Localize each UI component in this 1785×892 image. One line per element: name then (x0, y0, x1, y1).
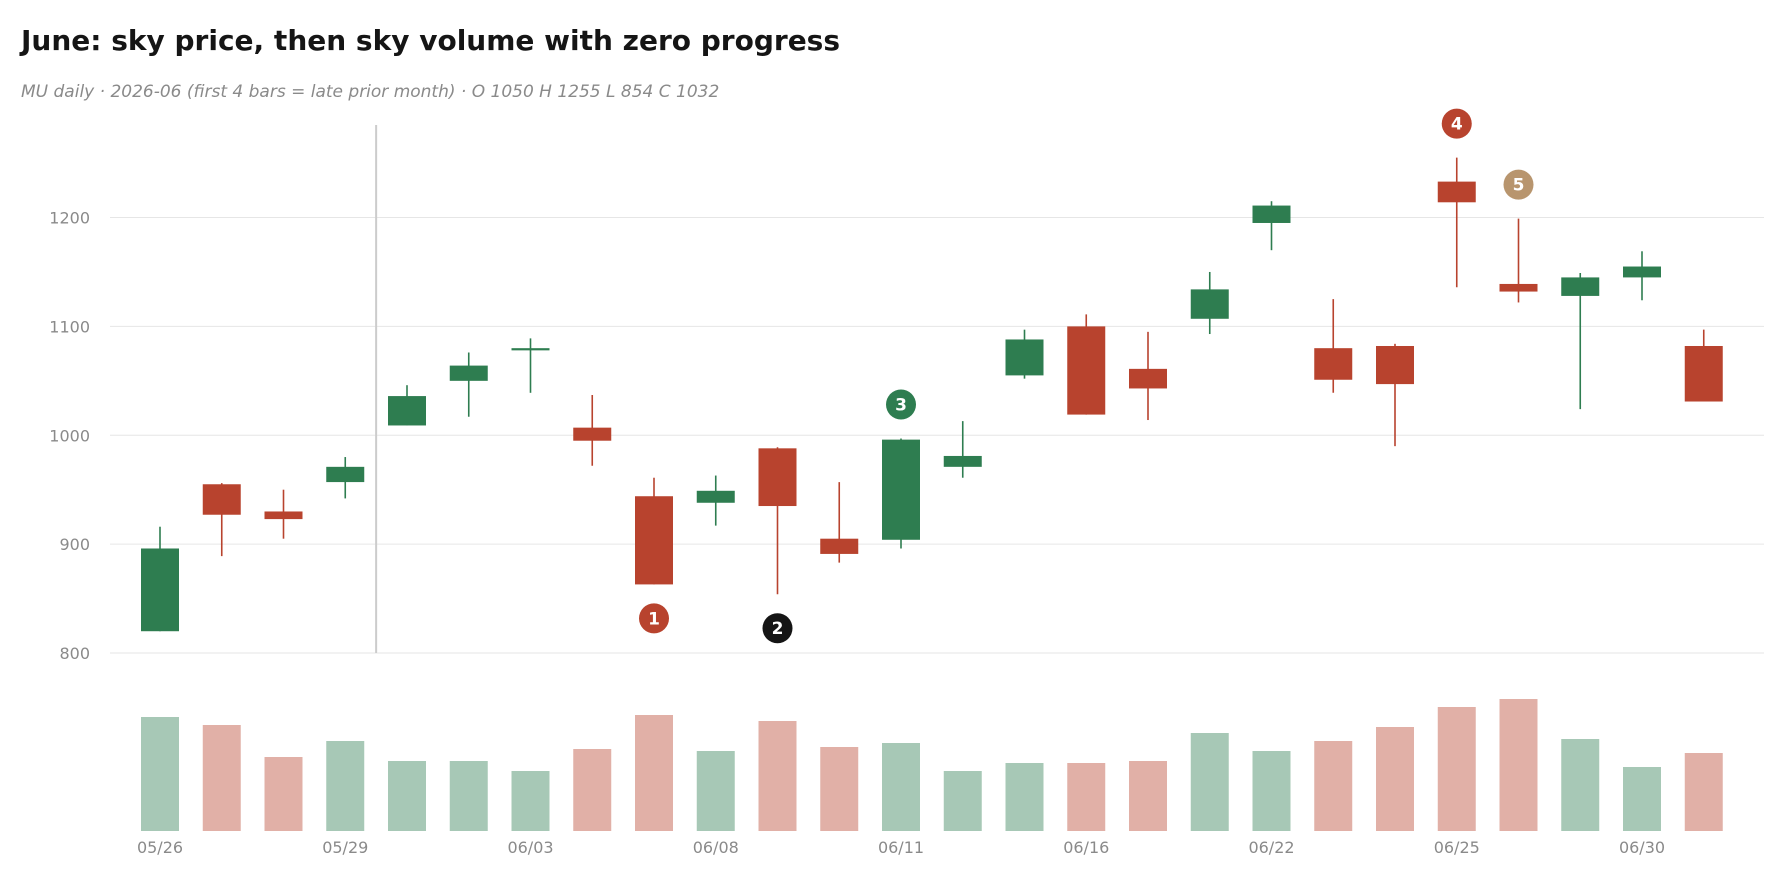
price-grid (110, 217, 1764, 654)
volume-bar (449, 761, 488, 831)
candle-body (511, 348, 550, 351)
volume-bar (758, 721, 797, 831)
price-candles (141, 157, 1723, 632)
annotation-marker (762, 613, 793, 644)
candle-body (449, 365, 488, 381)
volume-bar (820, 747, 859, 831)
volume-bar (1623, 767, 1661, 831)
volume-bar (1314, 741, 1353, 831)
volume-bar (943, 771, 982, 831)
candle-body (696, 490, 735, 503)
candle-body (820, 538, 859, 554)
candle-body (1376, 345, 1414, 385)
volume-bar (1376, 727, 1414, 831)
x-tick-label: 06/22 (1248, 838, 1294, 857)
y-tick-label: 800 (59, 644, 90, 663)
volume-bar (1129, 761, 1167, 831)
candle-body (202, 484, 241, 515)
volume-bar (141, 717, 179, 831)
candle-body (388, 396, 426, 426)
y-tick-label: 1100 (49, 317, 90, 336)
candle-body (1005, 339, 1044, 376)
candle-body (1252, 205, 1291, 223)
annotation-marker-label: 2 (772, 619, 784, 639)
candle-body (1437, 181, 1476, 203)
volume-bar (388, 761, 426, 831)
candle-body (1190, 289, 1229, 319)
x-tick-label: 06/11 (878, 838, 924, 857)
annotation-marker-label: 5 (1513, 176, 1525, 196)
volume-bar (1561, 739, 1600, 831)
candle-body (758, 448, 797, 507)
candle-body (1561, 277, 1600, 296)
candle-body (1067, 326, 1106, 415)
volume-bar (1005, 763, 1044, 831)
y-axis-ticks: 800 900 1000 1100 1200 (49, 209, 90, 663)
volume-bar (202, 725, 241, 831)
annotation-marker-label: 4 (1451, 115, 1463, 135)
volume-bar (1684, 753, 1723, 831)
candle-body (264, 511, 303, 520)
x-tick-label: 06/08 (693, 838, 739, 857)
chart-subtitle: MU daily · 2026-06 (first 4 bars = late … (21, 82, 720, 102)
annotation-marker (1503, 169, 1534, 200)
annotation-marker-label: 1 (648, 609, 660, 629)
candle-body (1314, 348, 1353, 380)
annotation-marker (1441, 108, 1472, 139)
candle-body (1623, 266, 1661, 278)
x-tick-label: 06/25 (1434, 838, 1480, 857)
candle-body (1684, 345, 1723, 402)
volume-bar (696, 751, 735, 831)
volume-bar (1437, 707, 1476, 831)
y-tick-label: 1000 (49, 426, 90, 445)
candle-body (1499, 283, 1538, 292)
volume-bar (573, 749, 612, 831)
volume-bar (1190, 733, 1229, 831)
volume-bar (882, 743, 920, 831)
annotation-markers: 1 2 3 4 5 (639, 108, 1534, 644)
volume-bar (1067, 763, 1106, 831)
chart-title: June: sky price, then sky volume with ze… (21, 24, 841, 57)
candle-body (141, 548, 179, 632)
volume-bar (326, 741, 365, 831)
y-tick-label: 1200 (49, 209, 90, 228)
annotation-marker (639, 603, 669, 634)
x-axis-ticks: 05/26 05/29 06/03 06/08 06/11 06/16 06/22 06/25… (137, 838, 1665, 857)
volume-panel (141, 699, 1723, 831)
x-tick-label: 06/16 (1063, 838, 1109, 857)
annotation-marker (886, 389, 916, 420)
candle-body (882, 439, 920, 540)
volume-bar (1499, 699, 1538, 831)
annotation-marker-label: 3 (895, 396, 907, 416)
candle-body (943, 455, 982, 467)
y-tick-label: 900 (59, 535, 90, 554)
x-tick-label: 05/26 (137, 838, 183, 857)
candle-body (635, 496, 673, 585)
candle-body (1129, 368, 1167, 389)
volume-bar (511, 771, 550, 831)
x-tick-label: 06/30 (1619, 838, 1665, 857)
candle-body (326, 466, 365, 483)
candle-body (573, 427, 612, 441)
x-tick-label: 05/29 (322, 838, 368, 857)
volume-bar (264, 757, 303, 831)
volume-bar (635, 715, 673, 831)
x-tick-label: 06/03 (507, 838, 553, 857)
volume-bar (1252, 751, 1291, 831)
